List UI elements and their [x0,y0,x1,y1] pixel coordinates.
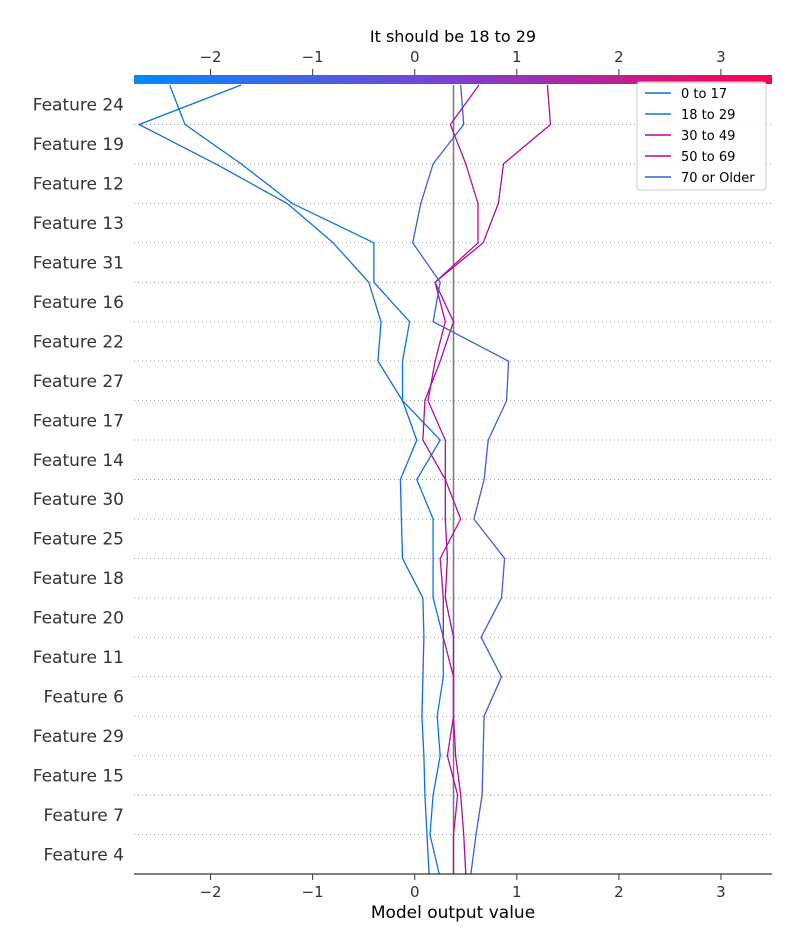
feature-label: Feature 24 [33,96,124,116]
bottom-tick-label: 3 [716,883,726,901]
feature-label: Feature 14 [33,451,124,471]
bottom-tick-label: 2 [614,883,624,901]
bottom-tick-label: −2 [199,883,221,901]
series-line [138,84,430,875]
bottom-tick-label: 1 [512,883,522,901]
top-tick-label: 0 [410,48,420,66]
legend: 0 to 17 18 to 29 30 to 49 50 to 69 70 or Old… [636,81,767,191]
feature-label: Feature 30 [33,490,124,510]
legend-entry: 30 to 49 [681,129,735,144]
feature-label: Feature 22 [33,332,124,352]
series-line [427,84,480,874]
bottom-tick-label: 0 [410,883,420,901]
top-tick-label: −1 [302,48,324,66]
feature-label: Feature 31 [33,254,124,274]
legend-entry: 0 to 17 [681,87,727,102]
feature-label: Feature 6 [44,687,124,707]
series-line [169,84,444,875]
feature-label: Feature 13 [33,214,124,234]
top-tick-label: 2 [614,48,624,66]
chart-title: It should be 18 to 29 [370,27,536,46]
bottom-tick-label: −1 [302,883,324,901]
feature-label: Feature 19 [33,135,124,155]
top-tick-label: 1 [512,48,522,66]
bottom-tick-group: −2 −1 0 1 2 3 [199,874,726,901]
legend-entry: 70 or Older [681,171,755,186]
legend-entry: 18 to 29 [681,108,735,123]
legend-entry: 50 to 69 [681,150,735,165]
feature-label: Feature 18 [33,569,124,589]
series-line-group [138,84,552,875]
feature-label: Feature 4 [44,845,124,865]
feature-label: Feature 15 [33,766,124,786]
feature-label: Feature 11 [33,648,124,668]
top-tick-label: 3 [716,48,726,66]
feature-label: Feature 20 [33,609,124,629]
x-axis-label: Model output value [371,903,535,923]
feature-label-group: Feature 24 Feature 19 Feature 12 Feature 13… [33,96,124,866]
feature-label: Feature 17 [33,411,124,431]
feature-label: Feature 29 [33,727,124,747]
feature-label: Feature 25 [33,530,124,550]
series-line [412,84,510,875]
feature-label: Feature 16 [33,293,124,313]
top-tick-group: −2 −1 0 1 2 3 [199,48,726,75]
feature-label: Feature 7 [44,806,124,826]
feature-label: Feature 27 [33,372,124,392]
feature-label: Feature 12 [33,175,124,195]
legend-frame [636,81,767,191]
colorbar [134,75,772,84]
top-tick-label: −2 [199,48,221,66]
